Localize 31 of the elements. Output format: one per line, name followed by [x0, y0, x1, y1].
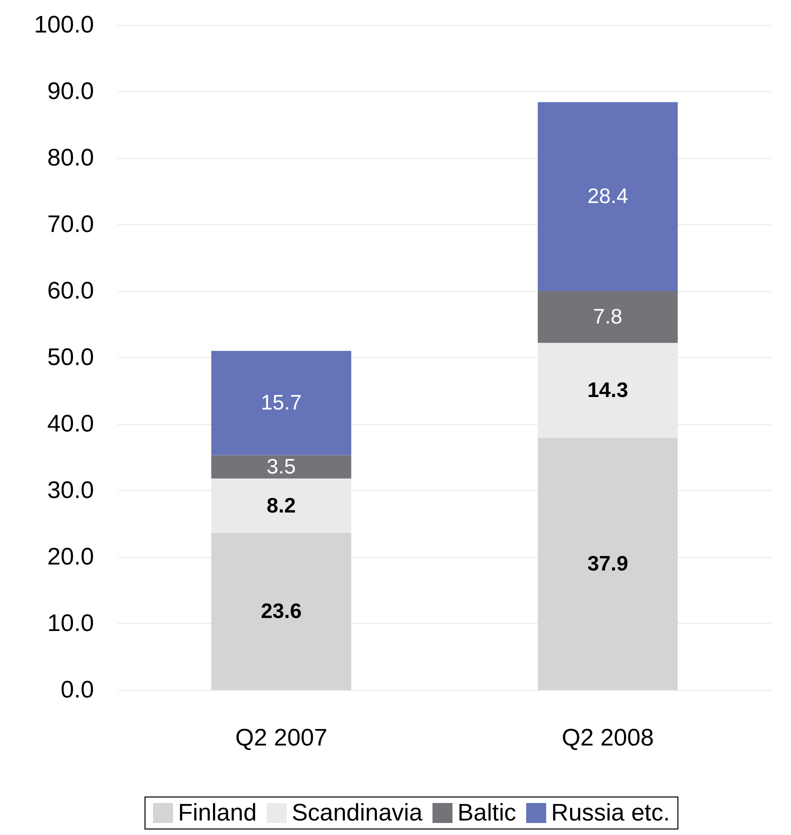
bar	[538, 102, 678, 291]
bar	[538, 291, 678, 343]
data-label: 28.4	[587, 185, 629, 208]
legend-label: Baltic	[457, 800, 516, 826]
x-tick-label: Q2 2007	[235, 724, 328, 752]
legend-label: Russia etc.	[551, 800, 670, 826]
y-tick-label: 60.0	[47, 278, 94, 304]
bar	[538, 438, 678, 690]
y-tick-label: 40.0	[47, 410, 94, 438]
y-tick-label: 70.0	[47, 211, 94, 238]
y-tick-label: 90.0	[47, 78, 94, 105]
bar	[211, 533, 352, 690]
bar	[211, 455, 352, 479]
data-label: 15.7	[260, 392, 302, 415]
data-label: 3.5	[266, 455, 296, 478]
y-tick-label: 100.0	[34, 12, 94, 38]
data-label: 7.8	[593, 305, 622, 328]
y-tick-label: 30.0	[47, 477, 94, 504]
data-label: 8.2	[266, 494, 296, 518]
data-label: 14.3	[587, 378, 628, 402]
y-tick-label: 50.0	[47, 344, 94, 371]
data-label: 37.9	[587, 552, 628, 576]
legend-label: Scandinavia	[292, 800, 424, 826]
y-tick-label: 20.0	[47, 544, 94, 570]
data-label: 23.6	[260, 600, 302, 624]
y-tick-label: 80.0	[47, 144, 94, 172]
bar	[211, 350, 352, 456]
y-tick-label: 0.0	[60, 676, 94, 704]
x-tick-label: Q2 2008	[562, 724, 654, 752]
legend-label: Finland	[178, 800, 257, 826]
y-tick-label: 10.0	[47, 610, 94, 637]
